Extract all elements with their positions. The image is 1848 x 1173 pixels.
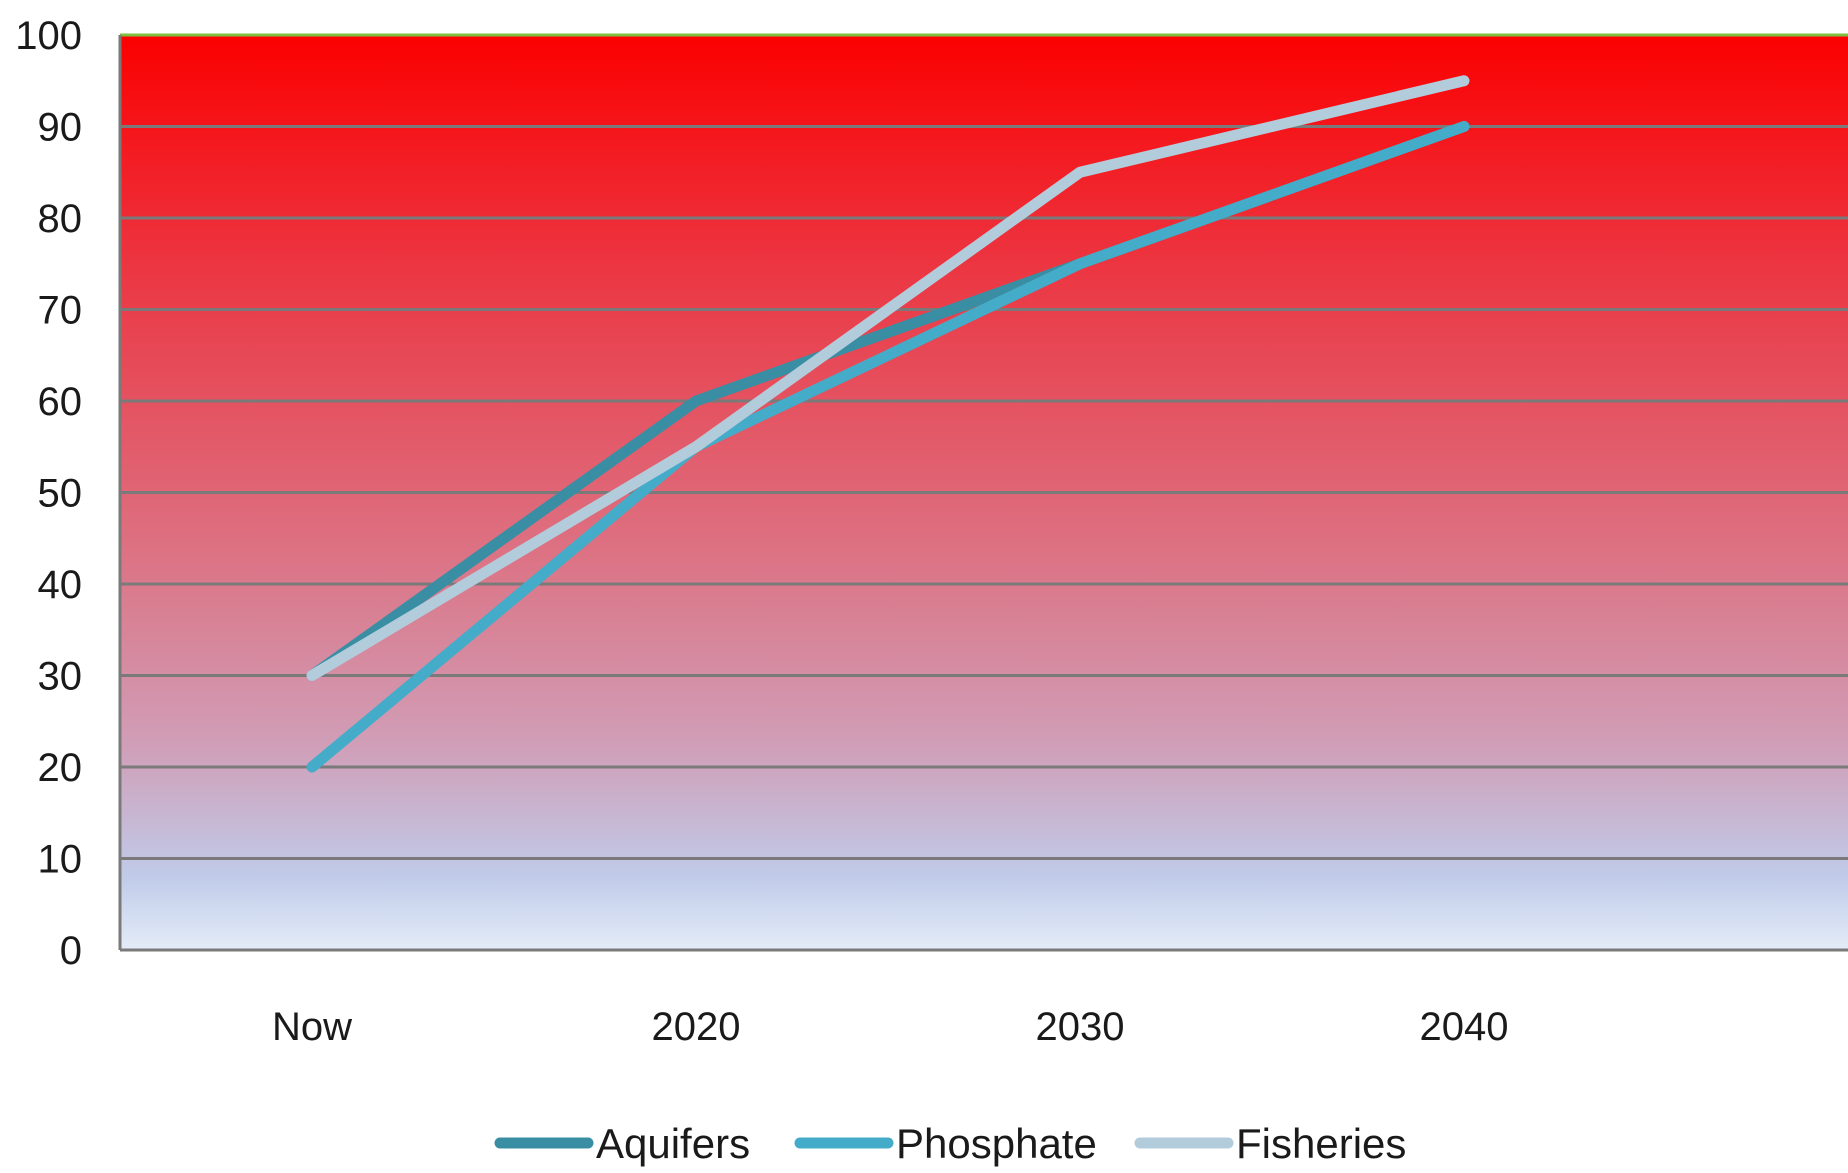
legend-label-fisheries: Fisheries	[1236, 1120, 1406, 1167]
data-point-fisheries	[1461, 77, 1467, 84]
y-tick-label: 50	[38, 472, 83, 516]
data-point-fisheries	[309, 672, 315, 679]
data-point-aquifers	[693, 398, 699, 404]
data-point-phosphate	[1461, 123, 1467, 130]
y-tick-label: 30	[38, 655, 83, 699]
y-tick-label: 60	[38, 380, 83, 424]
y-tick-label: 40	[38, 563, 83, 607]
y-tick-label: 70	[38, 289, 83, 333]
legend: Aquifers Phosphate Fisheries	[494, 1120, 1406, 1167]
legend-label-aquifers: Aquifers	[596, 1120, 750, 1167]
data-point-fisheries	[693, 443, 699, 450]
x-tick-label: Now	[272, 1005, 352, 1049]
y-tick-label: 20	[38, 746, 83, 790]
y-tick-label: 100	[15, 14, 82, 58]
data-point-phosphate	[1077, 260, 1083, 267]
data-point-phosphate	[309, 764, 315, 770]
x-tick-label: 2040	[1420, 1005, 1509, 1049]
series-line-fisheries	[306, 75, 1470, 681]
series-line-phosphate	[306, 121, 1470, 773]
x-tick-label: 2030	[1036, 1005, 1125, 1049]
y-tick-label: 0	[60, 929, 82, 973]
data-point-fisheries	[1077, 169, 1083, 176]
legend-label-phosphate: Phosphate	[896, 1120, 1097, 1167]
series-lines	[306, 75, 1470, 773]
gridlines	[120, 33, 1848, 860]
y-tick-label: 80	[38, 197, 83, 241]
y-tick-label: 90	[38, 106, 83, 150]
y-tick-label: 10	[38, 838, 83, 882]
x-tick-label: 2020	[652, 1005, 741, 1049]
